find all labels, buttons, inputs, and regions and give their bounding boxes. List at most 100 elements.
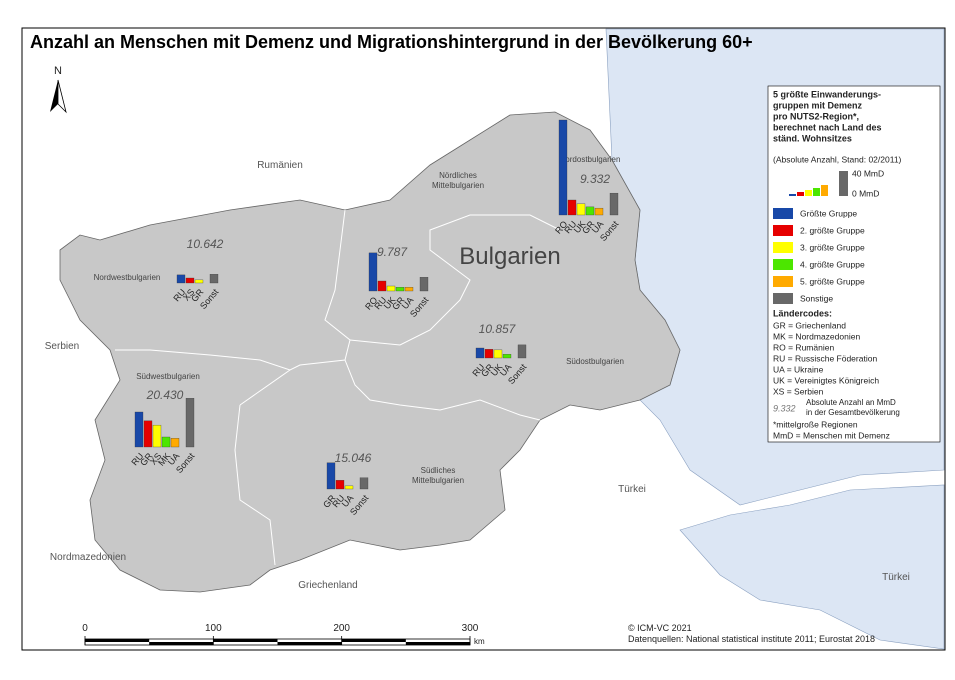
- north-label: N: [54, 65, 62, 77]
- bar: [493, 349, 503, 359]
- place-label: Griechenland: [298, 580, 357, 591]
- legend-title: berechnet nach Land des: [773, 122, 882, 132]
- codes-title: Ländercodes:: [773, 308, 832, 318]
- legend-label: 4. größte Gruppe: [800, 259, 865, 269]
- region-name: Nordostbulgarien: [560, 155, 621, 164]
- legend-sample-bar: [813, 188, 820, 196]
- scalebar-label: 100: [205, 623, 222, 634]
- bar: [335, 480, 345, 490]
- code: RU = Russische Föderation: [773, 353, 877, 363]
- legend-label: 3. größte Gruppe: [800, 242, 865, 252]
- legend-label: Größte Gruppe: [800, 208, 857, 218]
- code: UK = Vereinigtes Königreich: [773, 375, 879, 385]
- north-arrow: [50, 80, 58, 112]
- bar: [517, 344, 527, 359]
- legend-swatch: [773, 276, 793, 287]
- bulgaria: [59, 111, 681, 593]
- bar: [161, 436, 171, 448]
- scalebar-label: 300: [462, 623, 479, 634]
- region-name: Südwestbulgarien: [136, 372, 200, 381]
- example-value: 9.332: [773, 403, 796, 413]
- scalebar-label: 0: [82, 623, 88, 634]
- place-label: Serbien: [45, 341, 79, 352]
- bar: [194, 279, 204, 284]
- example-text: Absolute Anzahl an MmD: [806, 398, 896, 407]
- bar: [359, 477, 369, 490]
- place-label: Türkei: [882, 572, 910, 583]
- scalebar-segment: [405, 642, 470, 645]
- bar: [404, 287, 414, 292]
- code: MK = Nordmazedonien: [773, 331, 860, 341]
- code: RO = Rumänien: [773, 342, 834, 352]
- scalebar-segment: [85, 639, 150, 642]
- bar: [185, 398, 195, 448]
- bar: [419, 277, 429, 292]
- legend-title: pro NUTS2-Region*,: [773, 111, 859, 121]
- bar: [170, 438, 180, 448]
- scalebar-label: 200: [333, 623, 350, 634]
- bar: [209, 274, 219, 284]
- legend-zero-label: 0 MmD: [852, 188, 879, 198]
- region-borders: [115, 209, 561, 566]
- bar: [143, 420, 153, 448]
- bar: [567, 199, 577, 216]
- bar: [134, 411, 144, 448]
- bar: [484, 349, 494, 359]
- region-total: 9.787: [377, 245, 408, 259]
- legend-title: ständ. Wohnsitzes: [773, 133, 852, 143]
- bar: [576, 203, 586, 216]
- north-arrow: [57, 79, 67, 114]
- legend-sample-bar: [789, 194, 796, 196]
- code: XS = Serbien: [773, 386, 824, 396]
- bar: [368, 252, 378, 292]
- legend-box: [767, 85, 941, 443]
- bar: [594, 207, 604, 216]
- region-name: Nordwestbulgarien: [94, 273, 161, 282]
- bar: [344, 485, 354, 490]
- bar: [502, 354, 512, 359]
- legend-swatch: [773, 242, 793, 253]
- legend-sample-bar: [797, 192, 804, 196]
- bar: [475, 347, 485, 359]
- country-label: Bulgarien: [459, 243, 560, 270]
- bar: [377, 280, 387, 292]
- bar: [558, 119, 568, 216]
- legend-scale-bar: [839, 171, 848, 196]
- region-name: Mittelbulgarien: [412, 476, 464, 485]
- legend-title: 5 größte Einwanderungs-: [773, 89, 881, 99]
- legend-swatch: [773, 208, 793, 219]
- legend-sample-bar: [805, 190, 812, 196]
- code: UA = Ukraine: [773, 364, 824, 374]
- note: *mittelgroße Regionen: [773, 419, 858, 429]
- region-total: 10.857: [479, 322, 517, 336]
- region-name: Südliches: [421, 466, 456, 475]
- region-total: 20.430: [146, 388, 184, 402]
- legend-swatch: [773, 259, 793, 270]
- legend-label: Sonstige: [800, 293, 833, 303]
- bar: [585, 206, 595, 216]
- bar: [326, 462, 336, 490]
- legend-scale-label: 40 MmD: [852, 168, 884, 178]
- legend-label: 2. größte Gruppe: [800, 225, 865, 235]
- region-name: Südostbulgarien: [566, 357, 624, 366]
- code: GR = Griechenland: [773, 320, 846, 330]
- place-label: Türkei: [618, 484, 646, 495]
- title: Anzahl an Menschen mit Demenz und Migrat…: [30, 32, 753, 52]
- legend-sample-bar: [821, 185, 828, 196]
- credit: © ICM-VC 2021: [628, 623, 692, 633]
- region-total: 10.642: [187, 237, 224, 251]
- region-total: 9.332: [580, 172, 610, 186]
- scalebar-segment: [341, 639, 406, 642]
- region-name: Nördliches: [439, 171, 477, 180]
- bar: [176, 274, 186, 284]
- bar: [395, 287, 405, 292]
- scalebar-segment: [213, 639, 278, 642]
- legend-swatch: [773, 225, 793, 236]
- bar: [609, 192, 619, 216]
- region-total: 15.046: [335, 451, 372, 465]
- bar: [386, 285, 396, 292]
- bar: [185, 277, 195, 284]
- bar: [152, 424, 162, 448]
- legend-swatch: [773, 293, 793, 304]
